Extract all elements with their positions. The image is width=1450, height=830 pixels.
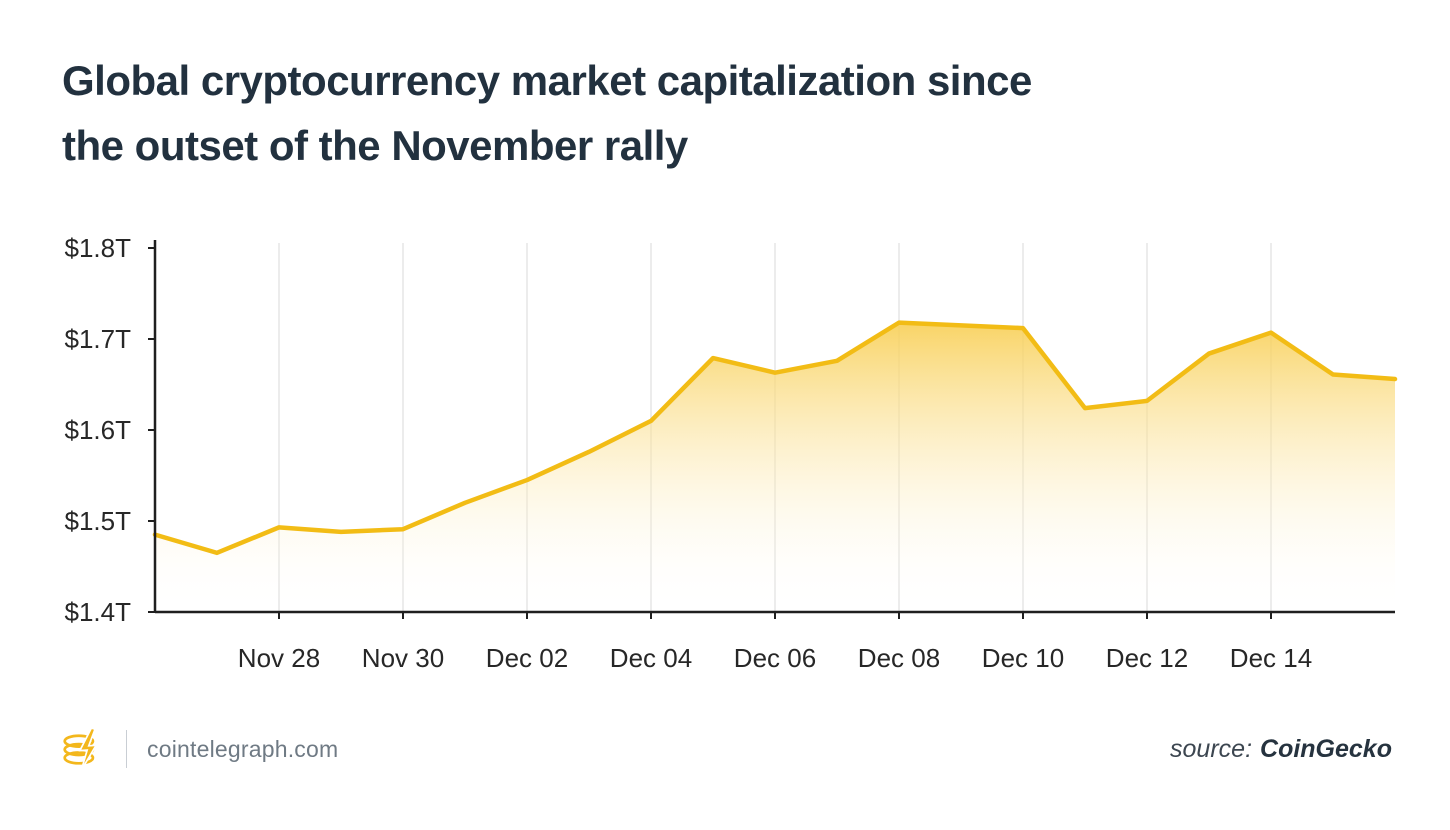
svg-text:$1.7T: $1.7T xyxy=(65,324,132,354)
svg-text:Dec 04: Dec 04 xyxy=(610,643,692,673)
svg-text:$1.5T: $1.5T xyxy=(65,506,132,536)
svg-text:$1.4T: $1.4T xyxy=(65,597,132,627)
svg-text:$1.8T: $1.8T xyxy=(65,233,132,263)
svg-text:$1.6T: $1.6T xyxy=(65,415,132,445)
chart-canvas: $1.4T $1.5T $1.6T $1.7T $1.8T Nov 28 Nov 30 Dec… xyxy=(65,233,1398,673)
cointelegraph-logo-icon xyxy=(63,727,98,771)
svg-text:Dec 08: Dec 08 xyxy=(858,643,940,673)
brand-block: cointelegraph.com xyxy=(60,726,338,772)
market-cap-area-chart: $1.4T $1.5T $1.6T $1.7T $1.8T Nov 28 Nov 30 Dec… xyxy=(0,205,1450,705)
svg-text:Dec 02: Dec 02 xyxy=(486,643,568,673)
chart-title-line-1: Global cryptocurrency market capitalizat… xyxy=(62,57,1032,104)
svg-text:Dec 06: Dec 06 xyxy=(734,643,816,673)
source-label: source: xyxy=(1170,734,1253,763)
footer: cointelegraph.com source: CoinGecko xyxy=(60,716,1392,782)
svg-text:Dec 12: Dec 12 xyxy=(1106,643,1188,673)
svg-text:Dec 10: Dec 10 xyxy=(982,643,1064,673)
source-name: CoinGecko xyxy=(1260,734,1392,763)
svg-text:Nov 30: Nov 30 xyxy=(362,643,444,673)
svg-text:Dec 14: Dec 14 xyxy=(1230,643,1312,673)
brand-divider xyxy=(126,730,127,768)
chart-title: Global cryptocurrency market capitalizat… xyxy=(62,48,1332,178)
svg-text:Nov 28: Nov 28 xyxy=(238,643,320,673)
chart-title-line-2: the outset of the November rally xyxy=(62,122,688,170)
site-url: cointelegraph.com xyxy=(147,735,339,762)
source-credit: source: CoinGecko xyxy=(1170,735,1392,764)
